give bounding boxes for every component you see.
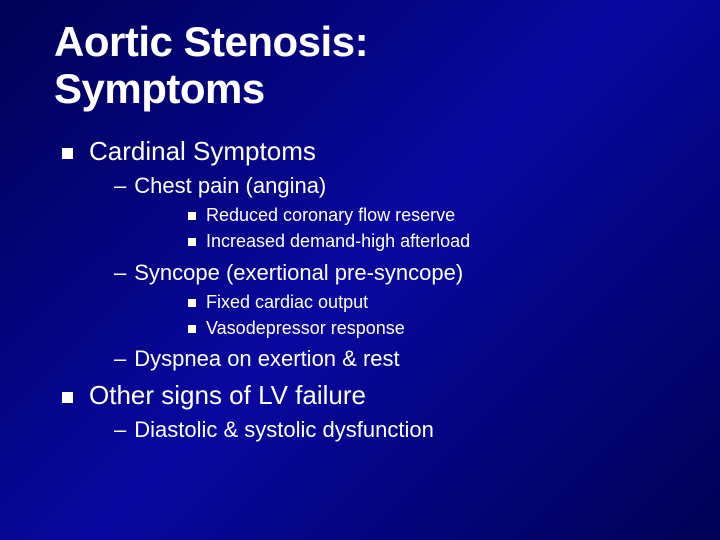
bullet-syncope: – Syncope (exertional pre-syncope): [114, 260, 680, 286]
bullet-reduced-coronary: Reduced coronary flow reserve: [188, 203, 680, 227]
bullet-vasodepressor: Vasodepressor response: [188, 316, 680, 340]
bullet-text: Fixed cardiac output: [206, 290, 368, 314]
bullet-text: Other signs of LV failure: [89, 380, 366, 411]
bullet-text: Increased demand-high afterload: [206, 229, 470, 253]
dash-bullet-icon: –: [114, 260, 126, 286]
bullet-text: Reduced coronary flow reserve: [206, 203, 455, 227]
bullet-other-signs: Other signs of LV failure: [62, 380, 680, 411]
bullet-chest-pain: – Chest pain (angina): [114, 173, 680, 199]
square-bullet-icon: [188, 325, 196, 333]
square-bullet-icon: [188, 238, 196, 246]
bullet-increased-demand: Increased demand-high afterload: [188, 229, 680, 253]
bullet-dyspnea: – Dyspnea on exertion & rest: [114, 346, 680, 372]
bullet-text: Dyspnea on exertion & rest: [134, 346, 399, 372]
bullet-diastolic-systolic: – Diastolic & systolic dysfunction: [114, 417, 680, 443]
dash-bullet-icon: –: [114, 417, 126, 443]
bullet-fixed-output: Fixed cardiac output: [188, 290, 680, 314]
bullet-text: Syncope (exertional pre-syncope): [134, 260, 463, 286]
bullet-text: Chest pain (angina): [134, 173, 326, 199]
bullet-cardinal-symptoms: Cardinal Symptoms: [62, 136, 680, 167]
dash-bullet-icon: –: [114, 346, 126, 372]
bullet-text: Vasodepressor response: [206, 316, 405, 340]
bullet-text: Diastolic & systolic dysfunction: [134, 417, 434, 443]
title-line-1: Aortic Stenosis:: [54, 18, 368, 65]
square-bullet-icon: [188, 212, 196, 220]
title-line-2: Symptoms: [54, 65, 265, 112]
slide-title: Aortic Stenosis: Symptoms: [54, 18, 680, 112]
square-bullet-icon: [62, 392, 73, 403]
bullet-text: Cardinal Symptoms: [89, 136, 316, 167]
square-bullet-icon: [188, 299, 196, 307]
dash-bullet-icon: –: [114, 173, 126, 199]
slide-container: Aortic Stenosis: Symptoms Cardinal Sympt…: [0, 0, 720, 467]
square-bullet-icon: [62, 148, 73, 159]
